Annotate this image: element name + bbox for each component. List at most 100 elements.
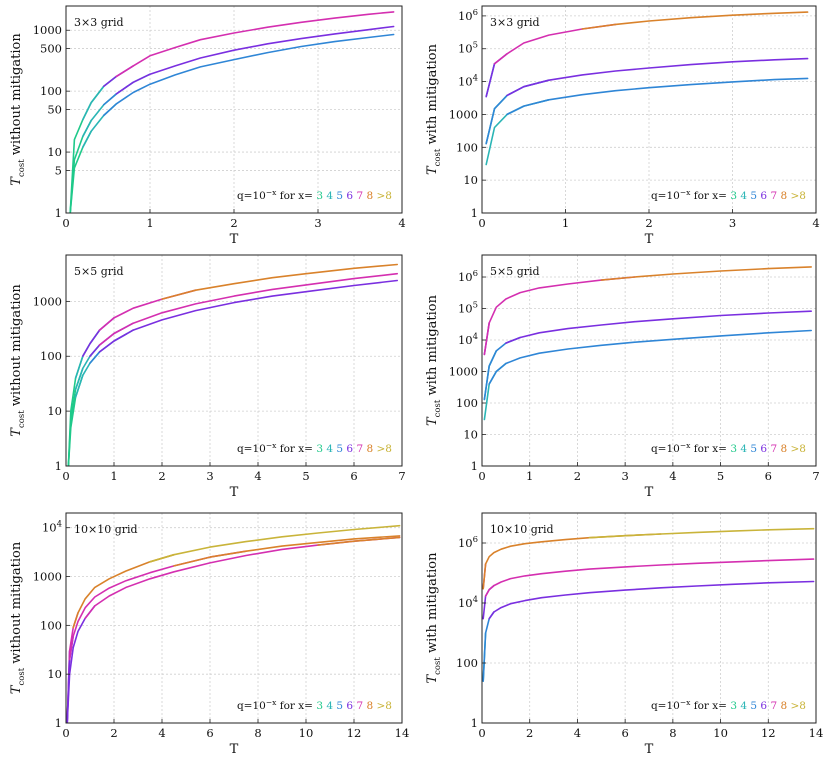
x-tick-label: 2	[645, 216, 652, 230]
y-tick-label: 1000	[33, 294, 62, 308]
curves	[485, 11, 809, 166]
legend-prefix: q=10	[237, 443, 266, 455]
series-line-middle	[89, 322, 134, 357]
panel-title: 10×10 grid	[490, 523, 554, 536]
series-line-middle	[98, 272, 398, 346]
series-line-middle	[82, 93, 118, 138]
plot-frame	[65, 512, 403, 724]
curves	[483, 266, 812, 421]
y-tick-label: 10	[47, 145, 62, 159]
x-tick-label: 0	[478, 216, 485, 230]
plot-frame	[481, 5, 817, 214]
x-axis-label: T	[645, 485, 654, 500]
x-tick-label: 3	[621, 469, 628, 483]
legend-item-3: 3	[316, 700, 323, 712]
x-tick-label: 12	[761, 726, 776, 740]
series-line-lower	[74, 351, 101, 398]
legend-item-8: 8	[777, 190, 787, 202]
series-line-lower	[66, 605, 96, 723]
y-tick-label: 100	[40, 618, 62, 632]
legend-exponent: −x	[266, 441, 277, 450]
legend-item->8: >8	[787, 700, 806, 712]
x-axis-label: T	[230, 742, 239, 757]
x-tick-label: 6	[350, 469, 357, 483]
series-line-middle	[506, 57, 809, 97]
x-tick-label: 4	[158, 726, 165, 740]
legend-mid: for x=	[276, 190, 316, 202]
curves	[482, 527, 815, 682]
y-tick-label: 50	[47, 103, 62, 117]
legend-item-8: 8	[363, 700, 373, 712]
curves	[67, 263, 398, 466]
x-tick-label: 3	[206, 469, 213, 483]
y-tick-label: 106	[458, 535, 478, 550]
legend-item-4: 4	[323, 443, 333, 455]
x-tick-label: 12	[347, 726, 362, 740]
legend-exponent: −x	[680, 441, 691, 450]
series-line-lower	[317, 536, 401, 546]
series-line-upper	[485, 53, 508, 98]
y-axis-label: Tcost without mitigation	[9, 284, 27, 437]
legend-item-7: 7	[767, 190, 777, 202]
y-tick-label: 104	[458, 74, 478, 89]
x-tick-label: 2	[230, 216, 237, 230]
x-tick-label: 0	[478, 469, 485, 483]
y-tick-label: 100	[456, 396, 478, 410]
legend-item-5: 5	[333, 190, 343, 202]
series-line-upper	[493, 23, 617, 65]
y-tick-label: 1	[55, 206, 62, 220]
series-line-upper	[483, 276, 636, 356]
legend-mid: for x=	[690, 700, 730, 712]
series-line-lower	[482, 611, 495, 682]
panel-title: 10×10 grid	[74, 523, 138, 536]
series-line-upper	[588, 527, 815, 539]
legend: q=10−x for x= 3 4 5 6 7 8 >8	[651, 188, 806, 202]
panel-title: 5×5 grid	[74, 265, 124, 278]
y-tick-label: 10	[463, 173, 478, 187]
legend: q=10−x for x= 3 4 5 6 7 8 >8	[237, 188, 392, 202]
legend: q=10−x for x= 3 4 5 6 7 8 >8	[237, 441, 392, 455]
legend-item-8: 8	[363, 443, 373, 455]
y-tick-label: 100	[40, 84, 62, 98]
x-tick-label: 1	[146, 216, 153, 230]
series-line-middle	[484, 558, 815, 597]
series-line-upper	[115, 11, 395, 78]
x-tick-label: 5	[717, 469, 724, 483]
legend-item-5: 5	[747, 700, 757, 712]
panel-title: 3×3 grid	[74, 16, 124, 29]
legend-prefix: q=10	[651, 190, 680, 202]
y-tick-label: 500	[40, 42, 62, 56]
legend: q=10−x for x= 3 4 5 6 7 8 >8	[651, 441, 806, 455]
x-tick-label: 3	[729, 216, 736, 230]
y-tick-label: 100	[456, 656, 478, 670]
series-line-middle	[103, 73, 151, 106]
plot-frame	[65, 254, 403, 467]
y-axis-label: Tcost with mitigation	[425, 294, 443, 426]
legend-mid: for x=	[690, 443, 730, 455]
legend-item-8: 8	[363, 190, 373, 202]
legend-item-3: 3	[730, 700, 737, 712]
legend-item-5: 5	[747, 443, 757, 455]
series-line-middle	[485, 94, 508, 145]
series-line-lower	[98, 279, 398, 353]
legend-item-3: 3	[730, 190, 737, 202]
legend-mid: for x=	[276, 700, 316, 712]
legend-item-6: 6	[757, 700, 767, 712]
legend-prefix: q=10	[237, 700, 266, 712]
legend: q=10−x for x= 3 4 5 6 7 8 >8	[237, 698, 392, 712]
legend-item->8: >8	[787, 190, 806, 202]
legend-prefix: q=10	[651, 443, 680, 455]
x-tick-label: 8	[254, 726, 261, 740]
series-line-upper	[581, 11, 809, 30]
x-tick-label: 7	[398, 469, 405, 483]
x-tick-label: 0	[62, 726, 69, 740]
series-line-lower	[506, 77, 809, 116]
x-tick-label: 14	[809, 726, 824, 740]
legend-prefix: q=10	[651, 700, 680, 712]
y-tick-label: 1000	[33, 23, 62, 37]
y-tick-label: 1	[471, 716, 478, 730]
x-tick-label: 1	[526, 469, 533, 483]
